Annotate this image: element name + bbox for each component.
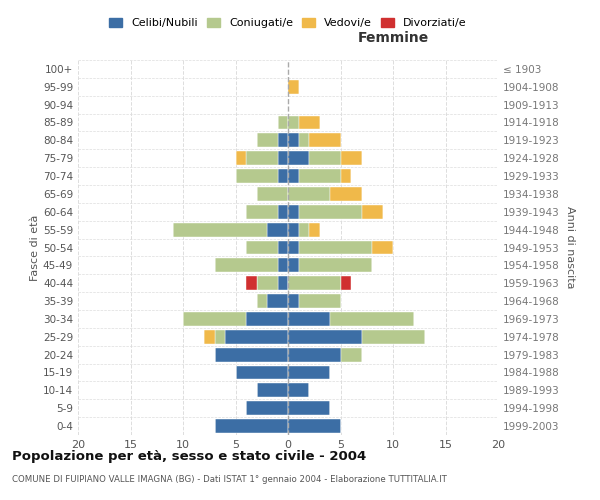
Bar (288, 240, 299, 254)
Bar (277, 134, 288, 147)
Bar (299, 258, 372, 272)
Legend: Celibi/Nubili, Coniugati/e, Vedovi/e, Divorziati/e: Celibi/Nubili, Coniugati/e, Vedovi/e, Di… (105, 13, 471, 32)
Bar (246, 312, 288, 326)
Bar (288, 330, 361, 344)
Bar (361, 205, 383, 219)
Bar (330, 312, 414, 326)
Bar (204, 330, 215, 344)
Bar (341, 348, 361, 362)
Bar (235, 151, 246, 165)
Bar (309, 151, 341, 165)
Bar (277, 276, 288, 290)
Bar (288, 80, 299, 94)
Bar (173, 222, 267, 236)
Bar (215, 330, 225, 344)
Bar (235, 169, 277, 183)
Text: Femmine: Femmine (358, 31, 428, 45)
Bar (288, 205, 299, 219)
Bar (288, 169, 299, 183)
Bar (299, 205, 361, 219)
Bar (288, 294, 299, 308)
Bar (277, 116, 288, 130)
Bar (183, 312, 246, 326)
Bar (246, 276, 257, 290)
Bar (215, 258, 277, 272)
Bar (299, 116, 320, 130)
Bar (288, 134, 299, 147)
Text: Popolazione per età, sesso e stato civile - 2004: Popolazione per età, sesso e stato civil… (12, 450, 366, 463)
Bar (215, 348, 288, 362)
Bar (267, 294, 288, 308)
Bar (257, 276, 277, 290)
Bar (288, 312, 330, 326)
Bar (267, 222, 288, 236)
Bar (246, 401, 288, 415)
Bar (225, 330, 288, 344)
Bar (288, 222, 299, 236)
Bar (288, 366, 330, 380)
Bar (341, 169, 351, 183)
Bar (288, 384, 309, 398)
Bar (277, 151, 288, 165)
Bar (372, 240, 393, 254)
Bar (257, 384, 288, 398)
Bar (277, 258, 288, 272)
Bar (246, 205, 277, 219)
Text: COMUNE DI FUIPIANO VALLE IMAGNA (BG) - Dati ISTAT 1° gennaio 2004 - Elaborazione: COMUNE DI FUIPIANO VALLE IMAGNA (BG) - D… (12, 475, 447, 484)
Bar (309, 222, 320, 236)
Y-axis label: Fasce di età: Fasce di età (30, 214, 40, 280)
Y-axis label: Anni di nascita: Anni di nascita (565, 206, 575, 289)
Bar (309, 134, 341, 147)
Bar (299, 222, 309, 236)
Bar (288, 151, 309, 165)
Bar (299, 169, 341, 183)
Bar (341, 276, 351, 290)
Bar (257, 294, 267, 308)
Bar (288, 187, 330, 201)
Bar (215, 419, 288, 433)
Bar (288, 276, 341, 290)
Bar (299, 294, 341, 308)
Bar (361, 330, 425, 344)
Bar (299, 240, 372, 254)
Bar (277, 169, 288, 183)
Bar (288, 116, 299, 130)
Bar (288, 419, 341, 433)
Bar (246, 240, 277, 254)
Bar (277, 240, 288, 254)
Bar (341, 151, 361, 165)
Bar (277, 205, 288, 219)
Bar (288, 401, 330, 415)
Bar (299, 134, 309, 147)
Bar (246, 151, 277, 165)
Bar (257, 187, 288, 201)
Bar (235, 366, 288, 380)
Bar (288, 348, 341, 362)
Bar (257, 134, 277, 147)
Bar (288, 258, 299, 272)
Bar (330, 187, 361, 201)
